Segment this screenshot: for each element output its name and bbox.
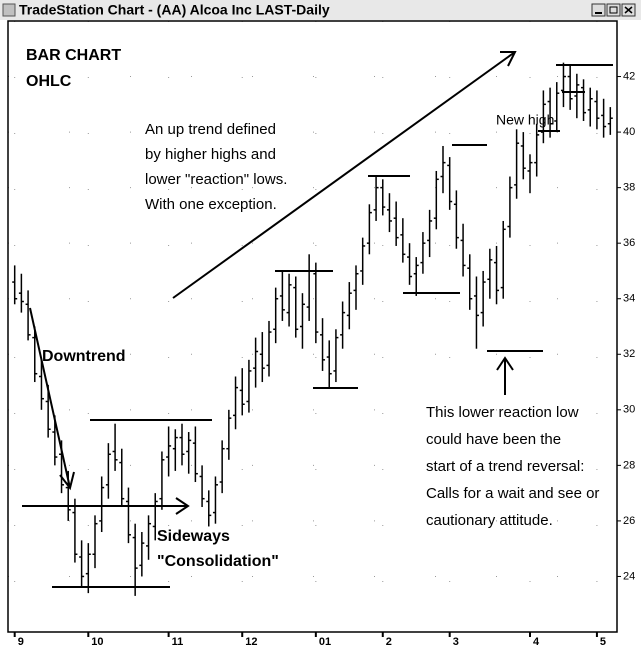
downtrend-label: Downtrend (42, 348, 126, 365)
annotation-line: by higher highs and (145, 146, 276, 163)
y-tick-label: 40 (623, 126, 635, 138)
x-tick-label: 3 (453, 636, 459, 648)
price-layer (8, 21, 617, 632)
x-tick-label: 01 (319, 636, 331, 648)
y-tick-label: 34 (623, 293, 635, 305)
chart-subtitle: OHLC (26, 73, 72, 90)
maximize-icon (609, 6, 618, 14)
new-high-label: New high (496, 112, 554, 128)
y-tick-label: 42 (623, 70, 635, 82)
annotation-line: could have been the (426, 431, 561, 448)
close-icon (624, 6, 633, 14)
y-tick-label: 38 (623, 182, 635, 194)
sideways-label: Sideways (157, 528, 230, 545)
annotation-line: cautionary attitude. (426, 512, 553, 529)
plot-frame (7, 20, 618, 633)
app-icon (2, 3, 16, 17)
window-title: TradeStation Chart - (AA) Alcoa Inc LAST… (19, 2, 330, 18)
arrow-head (496, 356, 514, 371)
x-tick-label: 2 (386, 636, 392, 648)
annotation-line: This lower reaction low (426, 404, 579, 421)
annotation-line: start of a trend reversal: (426, 458, 584, 475)
arrow-head (59, 471, 75, 491)
uptrend-arrow (172, 51, 516, 299)
title-bar (0, 0, 641, 20)
chart-title: BAR CHART (26, 47, 121, 64)
x-tick-label: 5 (600, 636, 606, 648)
x-tick-label: 9 (18, 636, 24, 648)
uptrend-note: An up trend defined by higher highs and … (145, 121, 287, 213)
x-tick-label: 11 (172, 636, 184, 648)
y-tick-label: 26 (623, 515, 635, 527)
annotation-line: Calls for a wait and see or (426, 485, 599, 502)
maximize-button[interactable] (606, 3, 621, 17)
arrow-head (500, 51, 517, 67)
x-tick-label: 12 (245, 636, 257, 648)
sideways-label: "Consolidation" (157, 553, 279, 570)
y-tick-label: 32 (623, 348, 635, 360)
minimize-button[interactable] (591, 3, 606, 17)
arrow-head (175, 497, 190, 515)
y-tick-label: 28 (623, 459, 635, 471)
x-tick-label: 10 (91, 636, 103, 648)
y-tick-label: 36 (623, 237, 635, 249)
annotation-line: An up trend defined (145, 121, 276, 138)
drawing-tools (22, 51, 613, 588)
reversal-note: This lower reaction low could have been … (426, 404, 599, 529)
annotation-line: lower "reaction" lows. (145, 171, 287, 188)
downtrend-arrow (29, 307, 71, 489)
annotation-line: With one exception. (145, 196, 277, 213)
x-tick-label: 4 (533, 636, 540, 648)
y-tick-label: 30 (623, 404, 635, 416)
y-tick-label: 24 (623, 570, 635, 582)
